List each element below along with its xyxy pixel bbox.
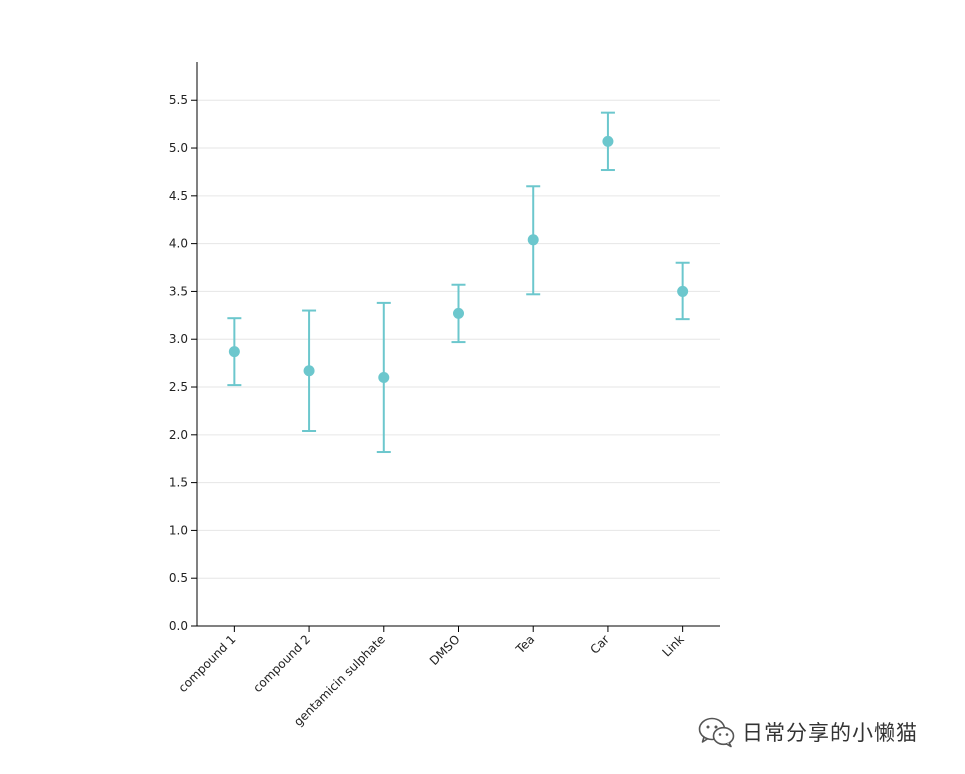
error-bar-point	[526, 185, 541, 296]
y-tick-label: 4.5	[169, 189, 188, 203]
y-tick-label: 0.5	[169, 571, 188, 585]
x-tick-label: DMSO	[427, 632, 463, 668]
y-tick-label: 1.0	[169, 523, 188, 537]
error-bar-point	[675, 261, 690, 321]
y-axis-ticks: 0.0 0.5 1.0 1.5 2.0 2.5 3.0 3.5 4.0 4.5 5.0 5.5	[169, 93, 197, 633]
watermark: 日常分享的小懒猫	[698, 712, 918, 752]
y-tick-label: 2.0	[169, 428, 188, 442]
data-point	[527, 234, 539, 246]
y-tick-label: 2.5	[169, 380, 188, 394]
watermark-text: 日常分享的小懒猫	[742, 721, 918, 745]
y-tick-label: 3.5	[169, 284, 188, 298]
y-tick-label: 5.0	[169, 141, 188, 155]
axes	[196, 62, 720, 627]
x-tick-label: Link	[659, 632, 686, 659]
x-tick-label: compound 1	[176, 632, 239, 695]
data-point	[602, 135, 614, 147]
data-point	[677, 285, 689, 297]
y-tick-label: 3.0	[169, 332, 188, 346]
data-point	[303, 365, 315, 377]
y-tick-label: 1.5	[169, 476, 188, 490]
data-point	[453, 307, 464, 319]
x-tick-label: Car	[588, 632, 613, 657]
data-point	[378, 371, 390, 383]
y-tick-label: 0.0	[169, 619, 188, 633]
error-bar-point	[451, 283, 466, 344]
wechat-icon	[698, 717, 735, 748]
data-point	[228, 346, 240, 358]
x-tick-label: Tea	[513, 632, 538, 657]
x-tick-label: compound 2	[250, 632, 313, 695]
error-bar-point	[227, 317, 242, 387]
error-bar-point	[376, 301, 391, 454]
y-tick-label: 4.0	[169, 237, 188, 251]
y-tick-label: 5.5	[169, 93, 188, 107]
error-bar-point	[600, 111, 615, 172]
error-bar-point	[302, 309, 317, 432]
data-marks	[227, 111, 690, 454]
